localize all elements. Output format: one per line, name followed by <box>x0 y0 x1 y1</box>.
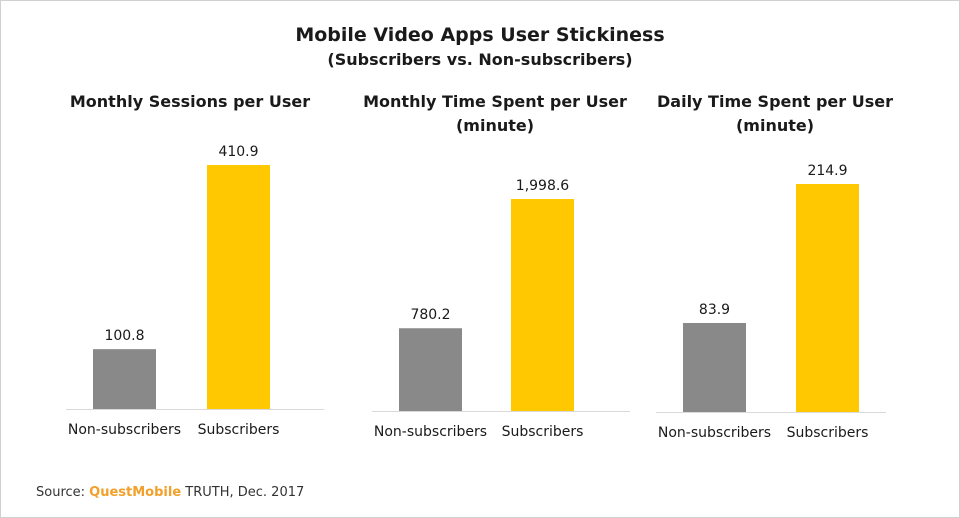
bar <box>683 322 746 412</box>
chart-title-line: (minute) <box>455 116 535 135</box>
main-title: Mobile Video Apps User Stickiness <box>295 24 665 46</box>
category-label: Subscribers <box>502 424 584 440</box>
category-label: Non-subscribers <box>68 422 181 438</box>
data-label: 1,998.6 <box>516 178 570 194</box>
source-suffix: TRUTH, Dec. 2017 <box>181 485 305 500</box>
main-subtitle: (Subscribers vs. Non-subscribers) <box>327 50 633 69</box>
bar <box>93 349 156 409</box>
chart-title-line: Monthly Sessions per User <box>69 92 311 111</box>
bar <box>511 199 574 411</box>
category-label: Subscribers <box>787 425 869 441</box>
source-prefix: Source: <box>36 485 90 500</box>
bar <box>207 165 270 409</box>
category-label: Non-subscribers <box>658 425 771 441</box>
chart-title-monthly-time: Monthly Time Spent per User (minute) <box>345 90 645 138</box>
data-label: 410.9 <box>218 144 258 160</box>
chart-title-daily-time: Daily Time Spent per User (minute) <box>625 90 925 138</box>
data-label: 780.2 <box>410 307 450 323</box>
chart-title-line: Daily Time Spent per User <box>657 92 893 111</box>
data-label: 214.9 <box>807 163 847 179</box>
bar <box>399 328 462 411</box>
chart-title-line: (minute) <box>735 116 815 135</box>
chart-title-sessions: Monthly Sessions per User <box>40 90 340 114</box>
data-label: 83.9 <box>699 302 730 318</box>
bar <box>796 184 859 412</box>
category-label: Subscribers <box>198 422 280 438</box>
chart-title-line: Monthly Time Spent per User <box>363 92 627 111</box>
category-label: Non-subscribers <box>374 424 487 440</box>
source-note: Source: QuestMobile TRUTH, Dec. 2017 <box>36 485 304 500</box>
data-label: 100.8 <box>104 328 144 344</box>
source-brand: QuestMobile <box>89 485 182 500</box>
